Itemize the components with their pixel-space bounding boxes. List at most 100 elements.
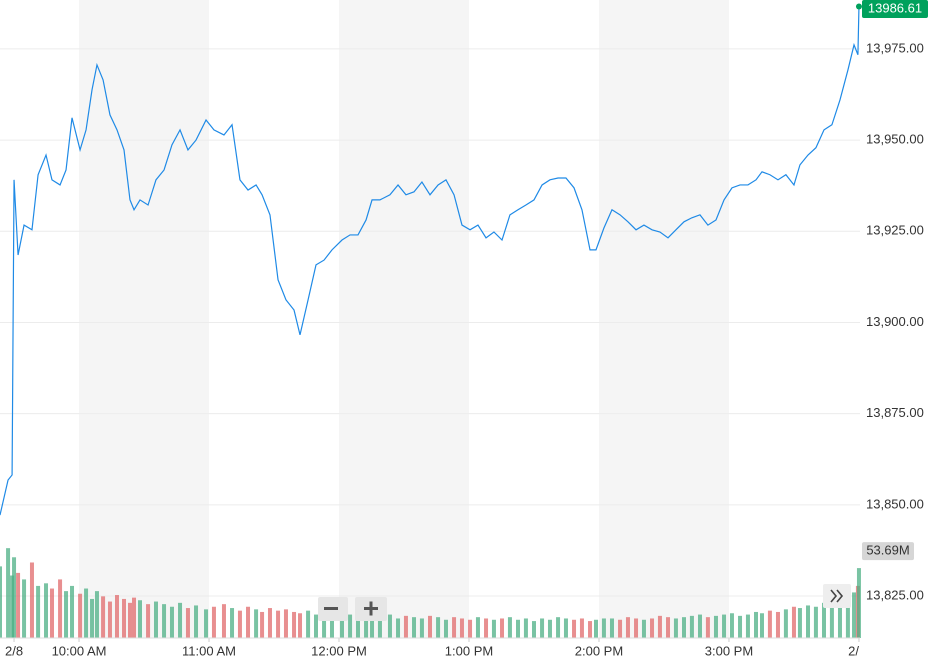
volume-bar (428, 615, 432, 638)
volume-bar (230, 608, 235, 638)
volume-bar (738, 615, 743, 638)
y-tick-label: 13,975.00 (866, 40, 924, 55)
volume-bar (775, 611, 780, 638)
minus-icon (324, 607, 338, 610)
chevron-icon (830, 589, 844, 603)
volume-bar (94, 591, 99, 638)
volume-bar (650, 618, 655, 638)
volume-bar (531, 621, 536, 638)
volume-bar (500, 618, 505, 638)
volume-bar (806, 605, 811, 638)
volume-bars (0, 548, 861, 638)
volume-bar (507, 617, 512, 638)
volume-bar (556, 617, 561, 638)
volume-bar (211, 606, 216, 638)
volume-bar (146, 604, 151, 638)
volume-bar (601, 618, 606, 638)
volume-bar (58, 579, 63, 638)
volume-bar (609, 618, 614, 638)
hour-band (79, 0, 210, 638)
volume-bar (436, 617, 441, 638)
volume-bar (852, 592, 857, 638)
zoom-controls (318, 597, 387, 621)
volume-bar (829, 604, 834, 638)
x-tick-label: 1:00 PM (445, 643, 493, 658)
volume-bar (837, 598, 842, 638)
volume-bar (713, 615, 718, 638)
y-tick-label: 13,875.00 (866, 405, 924, 420)
volume-bar (705, 617, 710, 638)
volume-bar (178, 602, 183, 638)
volume-bar (588, 621, 593, 638)
y-tick-label: 13,850.00 (866, 496, 924, 511)
volume-bar (657, 615, 662, 638)
volume-bar (523, 618, 528, 638)
volume-bar (276, 610, 281, 638)
volume-bar (412, 617, 417, 638)
volume-bar (722, 614, 727, 638)
volume-bar (754, 611, 759, 638)
volume-bar (137, 600, 142, 638)
x-tick-label: 10:00 AM (52, 643, 107, 658)
volume-bar (797, 608, 802, 638)
volume-bar (314, 614, 319, 638)
last-price-tag (862, 0, 928, 18)
x-tick-label: 2:00 PM (575, 643, 623, 658)
volume-bar (491, 619, 496, 638)
y-tick-label: 13,825.00 (866, 587, 924, 602)
volume-bar (221, 604, 226, 638)
volume-bar (666, 617, 671, 638)
x-tick-label: 3:00 PM (705, 643, 753, 658)
volume-bar (283, 609, 288, 638)
time-bands (79, 0, 729, 638)
grid (0, 48, 860, 597)
plus-icon-v (369, 601, 373, 616)
volume-bar (0, 566, 2, 638)
volume-bar (292, 611, 297, 638)
hour-band (339, 0, 469, 638)
volume-bar (547, 619, 552, 638)
volume-bar (78, 593, 83, 638)
volume-bar (443, 619, 448, 638)
volume-bar (90, 598, 95, 638)
volume-bar (625, 617, 630, 638)
volume-bar (387, 614, 392, 638)
volume-bar (22, 579, 27, 638)
y-tick-label: 13,900.00 (866, 314, 924, 329)
volume-bar (64, 591, 69, 638)
volume-bar (70, 585, 75, 638)
volume-bar (29, 562, 34, 638)
volume-bar (306, 610, 311, 638)
volume-bar (370, 615, 375, 638)
volume-bar (204, 609, 209, 638)
volume-bar (237, 610, 242, 638)
volume-bar (339, 615, 344, 638)
volume-bar (468, 619, 473, 638)
volume-bar (364, 611, 369, 638)
volume-bar (396, 618, 401, 638)
x-tick-label: 12:00 PM (311, 643, 367, 658)
last-price-dot (855, 3, 862, 10)
x-tick-label: 2/ (848, 643, 859, 658)
volume-bar (729, 613, 734, 638)
volume-bar (162, 604, 167, 638)
volume-bar (254, 609, 259, 638)
volume-bar (745, 614, 750, 638)
volume-bar (540, 618, 545, 638)
volume-bar (783, 609, 788, 638)
volume-bar (813, 606, 818, 638)
x-tick-label: 11:00 AM (182, 643, 236, 658)
volume-bar (767, 610, 772, 638)
volume-bar (348, 614, 353, 638)
volume-bar (856, 568, 861, 638)
volume-bar (475, 617, 480, 638)
volume-bar (194, 605, 199, 638)
volume-bar (563, 618, 568, 638)
volume-bar (246, 606, 251, 638)
scroll-right-control[interactable] (823, 584, 851, 608)
volume-bar (759, 613, 764, 638)
volume-bar (12, 557, 17, 638)
volume-bar (185, 608, 190, 638)
volume-bar (298, 613, 303, 638)
